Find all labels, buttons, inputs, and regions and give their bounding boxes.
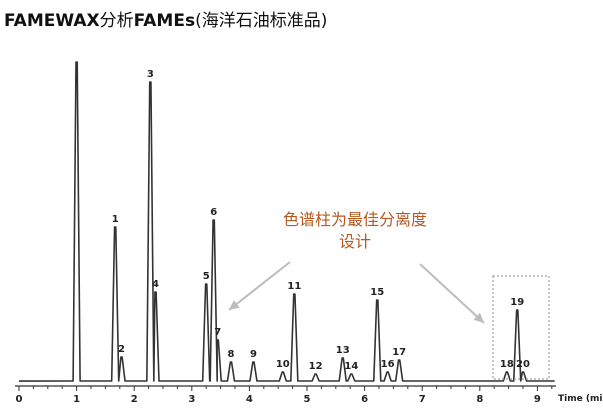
x-tick-label: 8 [476, 394, 483, 405]
peak-label: 13 [336, 345, 350, 356]
x-tick-label: 9 [534, 394, 541, 405]
peak-label: 19 [510, 297, 524, 308]
peak-label: 7 [214, 327, 221, 338]
annotation-line-1: 色谱柱为最佳分离度 [283, 210, 427, 229]
x-tick-label: 3 [188, 394, 195, 405]
annotation-arrow-left-head [229, 300, 240, 310]
peak-label: 6 [210, 207, 217, 218]
x-axis: 0 1 2 3 4 5 6 7 8 9 Time (min) [15, 385, 603, 405]
peak-label: 14 [344, 361, 358, 372]
peak-label: 2 [118, 344, 125, 355]
highlight-box [492, 275, 550, 380]
annotation-arrow-right [419, 263, 485, 324]
x-tick-label: 0 [16, 394, 23, 405]
annotation-line-2: 设计 [339, 232, 371, 251]
x-tick-label: 2 [131, 394, 138, 405]
x-tick-label: 1 [73, 394, 80, 405]
x-tick-label: 5 [304, 394, 311, 405]
title-part-1: FAMEWAX [4, 11, 100, 31]
title-part-3: FAMEs [133, 11, 196, 31]
peak-label: 20 [516, 359, 530, 370]
chart-title: FAMEWAX分析FAMEs(海洋石油标准品) [4, 6, 327, 31]
peak-label: 1 [112, 214, 119, 225]
peak-label: 9 [250, 349, 257, 360]
x-tick-label: 4 [246, 394, 253, 405]
peak-label: 17 [392, 347, 406, 358]
x-tick-label: 6 [361, 394, 368, 405]
annotation-arrow-right-head [473, 312, 484, 323]
title-part-2: 分析 [99, 11, 134, 31]
x-axis-label: Time (min) [558, 394, 603, 404]
peak-label: 5 [203, 271, 210, 282]
peak-label: 16 [381, 359, 395, 370]
peak-label: 18 [500, 359, 514, 370]
peak-label: 8 [227, 349, 234, 360]
peak-label: 12 [309, 361, 323, 372]
chromatogram-trace [18, 61, 555, 382]
peak-label: 11 [287, 281, 301, 292]
peak-label: 3 [147, 69, 154, 80]
x-tick-label: 7 [419, 394, 426, 405]
annotation-arrow-left [228, 261, 291, 311]
title-part-4: (海洋石油标准品) [195, 11, 328, 31]
peak-label: 10 [276, 359, 290, 370]
peak-label: 4 [152, 279, 159, 290]
peak-label: 15 [370, 287, 384, 298]
